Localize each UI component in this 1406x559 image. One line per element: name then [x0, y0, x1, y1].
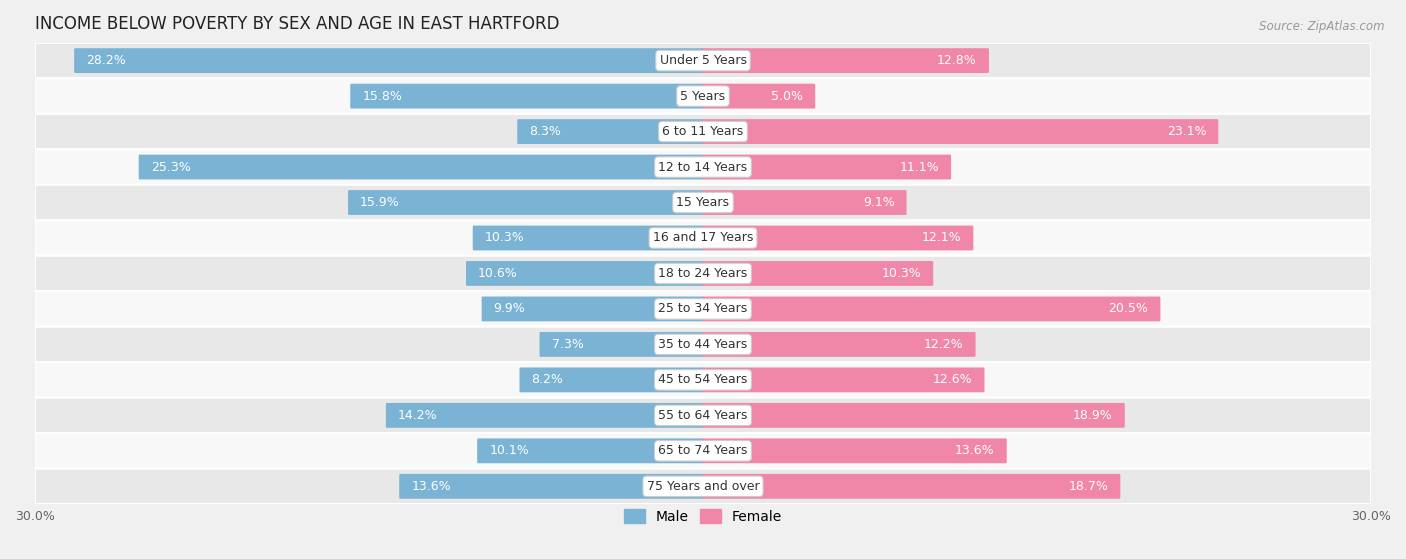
Text: 20.5%: 20.5% — [1108, 302, 1149, 315]
FancyBboxPatch shape — [702, 155, 950, 179]
FancyBboxPatch shape — [35, 362, 1371, 397]
Text: 18.9%: 18.9% — [1073, 409, 1112, 422]
FancyBboxPatch shape — [35, 255, 1371, 291]
FancyBboxPatch shape — [702, 296, 1160, 321]
FancyBboxPatch shape — [702, 190, 907, 215]
FancyBboxPatch shape — [35, 433, 1371, 468]
Text: Source: ZipAtlas.com: Source: ZipAtlas.com — [1260, 20, 1385, 32]
Text: 9.9%: 9.9% — [494, 302, 526, 315]
FancyBboxPatch shape — [540, 332, 704, 357]
Text: 55 to 64 Years: 55 to 64 Years — [658, 409, 748, 422]
FancyBboxPatch shape — [517, 119, 704, 144]
Text: INCOME BELOW POVERTY BY SEX AND AGE IN EAST HARTFORD: INCOME BELOW POVERTY BY SEX AND AGE IN E… — [35, 15, 560, 33]
Text: 75 Years and over: 75 Years and over — [647, 480, 759, 493]
FancyBboxPatch shape — [35, 220, 1371, 255]
FancyBboxPatch shape — [519, 367, 704, 392]
FancyBboxPatch shape — [35, 78, 1371, 114]
Text: 12.6%: 12.6% — [932, 373, 973, 386]
Text: 11.1%: 11.1% — [900, 160, 939, 173]
Text: 28.2%: 28.2% — [86, 54, 127, 67]
FancyBboxPatch shape — [702, 332, 976, 357]
Text: 15.9%: 15.9% — [360, 196, 399, 209]
Text: 10.1%: 10.1% — [489, 444, 529, 457]
FancyBboxPatch shape — [139, 155, 704, 179]
FancyBboxPatch shape — [702, 48, 988, 73]
FancyBboxPatch shape — [702, 226, 973, 250]
Text: 14.2%: 14.2% — [398, 409, 437, 422]
Text: 25 to 34 Years: 25 to 34 Years — [658, 302, 748, 315]
FancyBboxPatch shape — [477, 438, 704, 463]
FancyBboxPatch shape — [35, 43, 1371, 78]
FancyBboxPatch shape — [35, 149, 1371, 185]
FancyBboxPatch shape — [472, 226, 704, 250]
FancyBboxPatch shape — [399, 474, 704, 499]
Text: 10.3%: 10.3% — [882, 267, 921, 280]
Text: 16 and 17 Years: 16 and 17 Years — [652, 231, 754, 244]
Text: 12 to 14 Years: 12 to 14 Years — [658, 160, 748, 173]
FancyBboxPatch shape — [702, 438, 1007, 463]
Text: 12.8%: 12.8% — [938, 54, 977, 67]
Text: 5 Years: 5 Years — [681, 89, 725, 103]
Text: 10.6%: 10.6% — [478, 267, 517, 280]
Text: 6 to 11 Years: 6 to 11 Years — [662, 125, 744, 138]
Text: 13.6%: 13.6% — [955, 444, 994, 457]
Text: 10.3%: 10.3% — [485, 231, 524, 244]
FancyBboxPatch shape — [35, 397, 1371, 433]
Text: 12.1%: 12.1% — [922, 231, 962, 244]
FancyBboxPatch shape — [35, 468, 1371, 504]
Text: 23.1%: 23.1% — [1167, 125, 1206, 138]
FancyBboxPatch shape — [35, 114, 1371, 149]
FancyBboxPatch shape — [702, 119, 1218, 144]
FancyBboxPatch shape — [385, 403, 704, 428]
FancyBboxPatch shape — [75, 48, 704, 73]
Text: 15.8%: 15.8% — [363, 89, 402, 103]
FancyBboxPatch shape — [702, 403, 1125, 428]
Text: 8.2%: 8.2% — [531, 373, 564, 386]
Text: 35 to 44 Years: 35 to 44 Years — [658, 338, 748, 351]
Text: 7.3%: 7.3% — [551, 338, 583, 351]
Text: 5.0%: 5.0% — [772, 89, 803, 103]
FancyBboxPatch shape — [702, 84, 815, 108]
FancyBboxPatch shape — [349, 190, 704, 215]
FancyBboxPatch shape — [350, 84, 704, 108]
FancyBboxPatch shape — [702, 367, 984, 392]
Text: 25.3%: 25.3% — [150, 160, 190, 173]
FancyBboxPatch shape — [35, 291, 1371, 326]
Legend: Male, Female: Male, Female — [619, 504, 787, 529]
FancyBboxPatch shape — [702, 261, 934, 286]
Text: 15 Years: 15 Years — [676, 196, 730, 209]
Text: 12.2%: 12.2% — [924, 338, 963, 351]
FancyBboxPatch shape — [465, 261, 704, 286]
FancyBboxPatch shape — [482, 296, 704, 321]
Text: 65 to 74 Years: 65 to 74 Years — [658, 444, 748, 457]
FancyBboxPatch shape — [35, 326, 1371, 362]
Text: Under 5 Years: Under 5 Years — [659, 54, 747, 67]
Text: 13.6%: 13.6% — [412, 480, 451, 493]
FancyBboxPatch shape — [702, 474, 1121, 499]
Text: 18.7%: 18.7% — [1069, 480, 1108, 493]
Text: 45 to 54 Years: 45 to 54 Years — [658, 373, 748, 386]
Text: 8.3%: 8.3% — [529, 125, 561, 138]
FancyBboxPatch shape — [35, 185, 1371, 220]
Text: 18 to 24 Years: 18 to 24 Years — [658, 267, 748, 280]
Text: 9.1%: 9.1% — [863, 196, 894, 209]
